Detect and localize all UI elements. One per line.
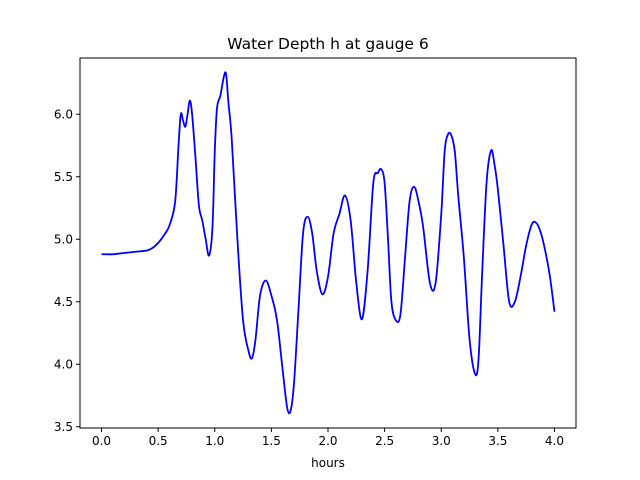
- y-axis: 3.5 4.0 4.5 5.0 5.5 6.0: [54, 107, 80, 434]
- x-tick-label: 4.0: [545, 434, 564, 448]
- series-line: [101, 71, 556, 415]
- y-tick-label: 4.0: [54, 357, 73, 371]
- x-tick-label: 2.0: [318, 434, 337, 448]
- y-tick-label: 5.5: [54, 170, 73, 184]
- plot-area: [79, 57, 577, 429]
- y-tick-label: 4.5: [54, 295, 73, 309]
- x-tick-label: 2.5: [375, 434, 394, 448]
- x-axis-label: hours: [311, 456, 345, 470]
- x-tick-label: 1.5: [262, 434, 281, 448]
- x-tick-label: 1.0: [205, 434, 224, 448]
- plot-frame: [79, 57, 577, 429]
- x-tick-label: 3.0: [432, 434, 451, 448]
- x-axis: 0.0 0.5 1.0 1.5 2.0 2.5 3.0 3.5 4.0: [92, 428, 564, 448]
- y-tick-label: 5.0: [54, 232, 73, 246]
- chart-title: Water Depth h at gauge 6: [227, 35, 428, 53]
- x-tick-label: 0.0: [92, 434, 111, 448]
- x-tick-label: 0.5: [149, 434, 168, 448]
- y-tick-label: 6.0: [54, 107, 73, 121]
- x-tick-label: 3.5: [488, 434, 507, 448]
- y-tick-label: 3.5: [54, 420, 73, 434]
